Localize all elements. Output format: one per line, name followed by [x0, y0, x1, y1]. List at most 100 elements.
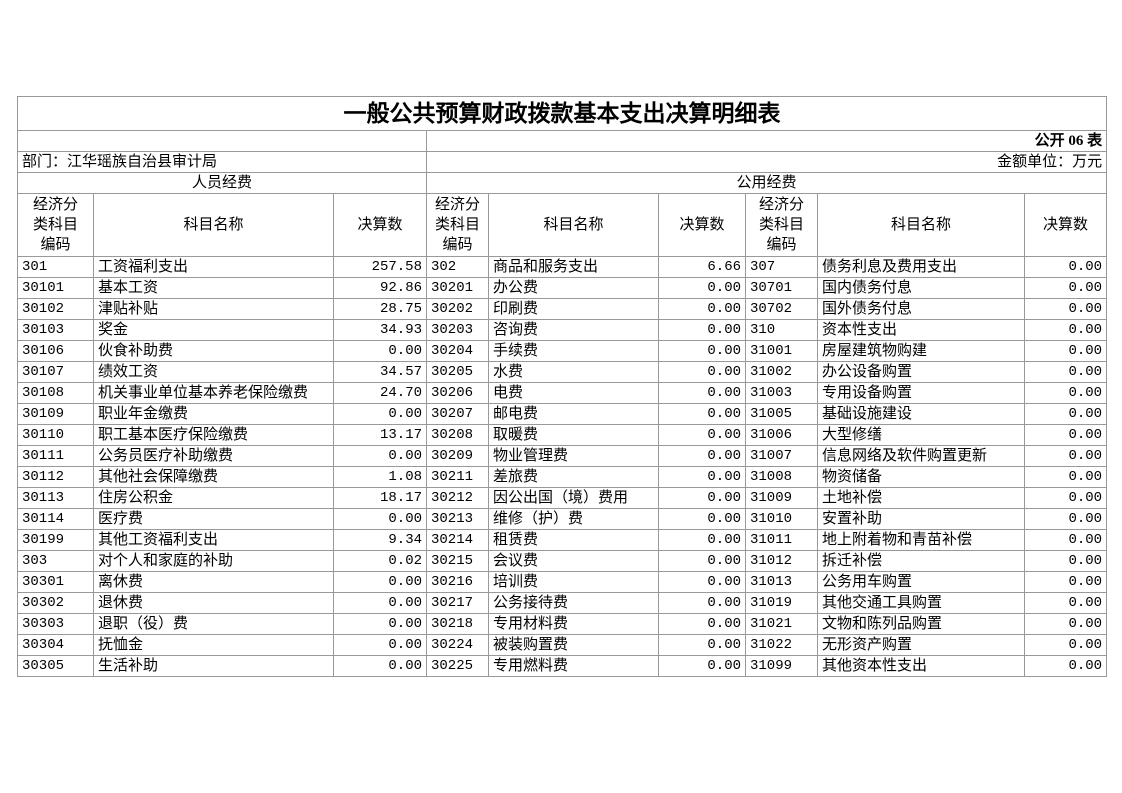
amount: 0.00 [658, 298, 746, 320]
code: 30211 [426, 466, 489, 488]
code: 30107 [17, 361, 94, 383]
code: 303 [17, 550, 94, 572]
item-name: 其他交通工具购置 [817, 592, 1025, 614]
code: 30202 [426, 298, 489, 320]
amount: 0.00 [333, 655, 427, 677]
column-header: 科目名称 [488, 193, 659, 257]
amount: 0.00 [658, 361, 746, 383]
code: 30217 [426, 592, 489, 614]
code: 30702 [745, 298, 818, 320]
item-name: 专用设备购置 [817, 382, 1025, 404]
amount: 0.00 [658, 613, 746, 635]
amount: 28.75 [333, 298, 427, 320]
item-name: 拆迁补偿 [817, 550, 1025, 572]
data-row: 30101 基本工资 92.86 30201 办公费 0.00 30701 国内债务付息 0.0… [17, 277, 1108, 299]
item-name: 邮电费 [488, 403, 659, 425]
column-header-text: 科目名称 [890, 217, 951, 233]
amount: 13.17 [333, 424, 427, 446]
amount: 0.00 [1023, 382, 1108, 404]
column-header-text: 经济分类科目编码 [434, 197, 480, 253]
item-name: 其他社会保障缴费 [93, 466, 334, 488]
item-name: 其他资本性支出 [817, 655, 1025, 677]
code: 31007 [745, 445, 818, 467]
code: 30199 [17, 529, 94, 551]
item-name: 国外债务付息 [817, 298, 1025, 320]
column-header: 决算数 [658, 193, 746, 257]
amount: 0.00 [333, 592, 427, 614]
item-name: 退职（役）费 [93, 613, 334, 635]
code: 30106 [17, 340, 94, 362]
form-row: 公开 06 表 [17, 130, 1108, 152]
amount: 1.08 [333, 466, 427, 488]
column-header-text: 决算数 [679, 217, 725, 233]
item-name: 对个人和家庭的补助 [93, 550, 334, 572]
code: 30304 [17, 634, 94, 656]
unit: 金额单位：万元 [425, 151, 1108, 173]
data-row: 30302 退休费 0.00 30217 公务接待费 0.00 31019 其他交通工具购置 0… [17, 592, 1108, 614]
item-name: 津贴补贴 [93, 298, 334, 320]
amount: 0.00 [1023, 319, 1108, 341]
amount: 0.00 [1023, 550, 1108, 572]
amount: 0.00 [658, 340, 746, 362]
item-name: 水费 [488, 361, 659, 383]
data-row: 30103 奖金 34.93 30203 咨询费 0.00 310 资本性支出 0.00 [17, 319, 1108, 341]
code: 30112 [17, 466, 94, 488]
column-header-text: 经济分类科目编码 [758, 197, 804, 253]
code: 30303 [17, 613, 94, 635]
column-header-text: 决算数 [357, 217, 403, 233]
info-row: 部门：江华瑶族自治县审计局 金额单位：万元 [17, 151, 1108, 173]
code: 30201 [426, 277, 489, 299]
amount: 0.00 [658, 445, 746, 467]
column-header-text: 决算数 [1043, 217, 1089, 233]
amount: 0.00 [333, 445, 427, 467]
code: 30108 [17, 382, 94, 404]
code: 30213 [426, 508, 489, 530]
item-name: 离休费 [93, 571, 334, 593]
data-row: 30106 伙食补助费 0.00 30204 手续费 0.00 31001 房屋建筑物购建 0.… [17, 340, 1108, 362]
code: 30110 [17, 424, 94, 446]
code: 31003 [745, 382, 818, 404]
item-name: 信息网络及软件购置更新 [817, 445, 1025, 467]
amount: 0.00 [658, 424, 746, 446]
code: 31009 [745, 487, 818, 509]
amount: 0.00 [1023, 277, 1108, 299]
code: 30302 [17, 592, 94, 614]
amount: 0.00 [1023, 256, 1108, 278]
item-name: 住房公积金 [93, 487, 334, 509]
amount: 92.86 [333, 277, 427, 299]
data-row: 303 对个人和家庭的补助 0.02 30215 会议费 0.00 31012 拆迁补偿 0.0… [17, 550, 1108, 572]
code: 30215 [426, 550, 489, 572]
amount: 0.00 [658, 466, 746, 488]
amount: 0.00 [1023, 571, 1108, 593]
column-header: 经济分类科目编码 [17, 193, 94, 257]
item-name: 其他工资福利支出 [93, 529, 334, 551]
item-name: 土地补偿 [817, 487, 1025, 509]
code: 30216 [426, 571, 489, 593]
amount: 0.00 [1023, 634, 1108, 656]
code: 31019 [745, 592, 818, 614]
amount: 0.00 [1023, 361, 1108, 383]
code: 30206 [426, 382, 489, 404]
data-row: 30301 离休费 0.00 30216 培训费 0.00 31013 公务用车购置 0.00 [17, 571, 1108, 593]
group-header: 公用经费 [425, 172, 1108, 194]
amount: 0.00 [333, 613, 427, 635]
amount: 0.00 [658, 487, 746, 509]
code: 30208 [426, 424, 489, 446]
data-row: 30304 抚恤金 0.00 30224 被装购置费 0.00 31022 无形资产购置 0.0… [17, 634, 1108, 656]
amount: 0.00 [1023, 445, 1108, 467]
code: 30204 [426, 340, 489, 362]
column-header-text: 经济分类科目编码 [32, 197, 78, 253]
item-name: 医疗费 [93, 508, 334, 530]
code: 31022 [745, 634, 818, 656]
item-name: 债务利息及费用支出 [817, 256, 1025, 278]
column-header-text: 科目名称 [543, 217, 604, 233]
item-name: 公务用车购置 [817, 571, 1025, 593]
code: 31012 [745, 550, 818, 572]
amount: 0.00 [658, 508, 746, 530]
code: 31011 [745, 529, 818, 551]
item-name: 专用燃料费 [488, 655, 659, 677]
item-name: 因公出国（境）费用 [488, 487, 659, 509]
detail-table: 一般公共预算财政拨款基本支出决算明细表 公开 06 表 部门：江华瑶族自治县审计… [16, 96, 1108, 677]
amount: 0.00 [658, 571, 746, 593]
